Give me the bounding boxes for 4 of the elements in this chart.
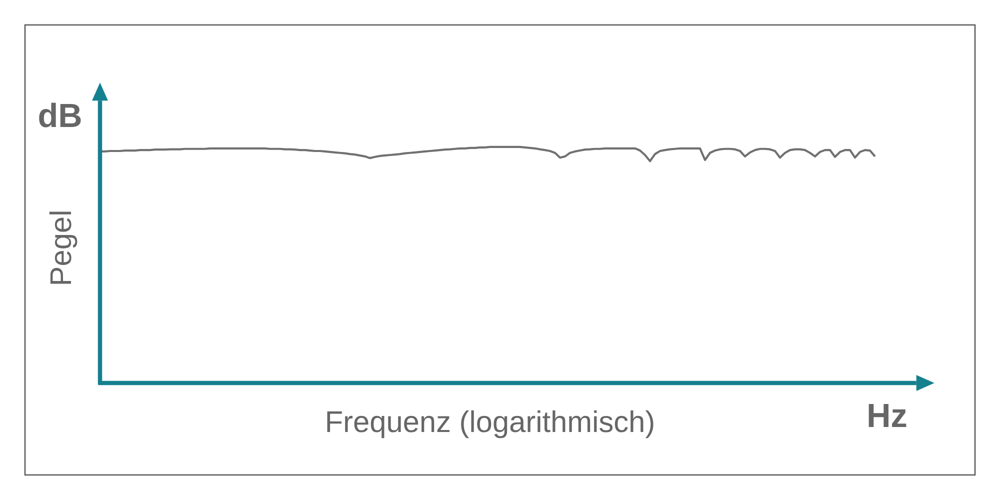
x-axis-title: Frequenz (logarithmisch): [327, 410, 654, 438]
text: dB: [39, 102, 81, 128]
text: Hz: [868, 404, 906, 427]
y-axis-title: Pegel: [49, 212, 78, 284]
